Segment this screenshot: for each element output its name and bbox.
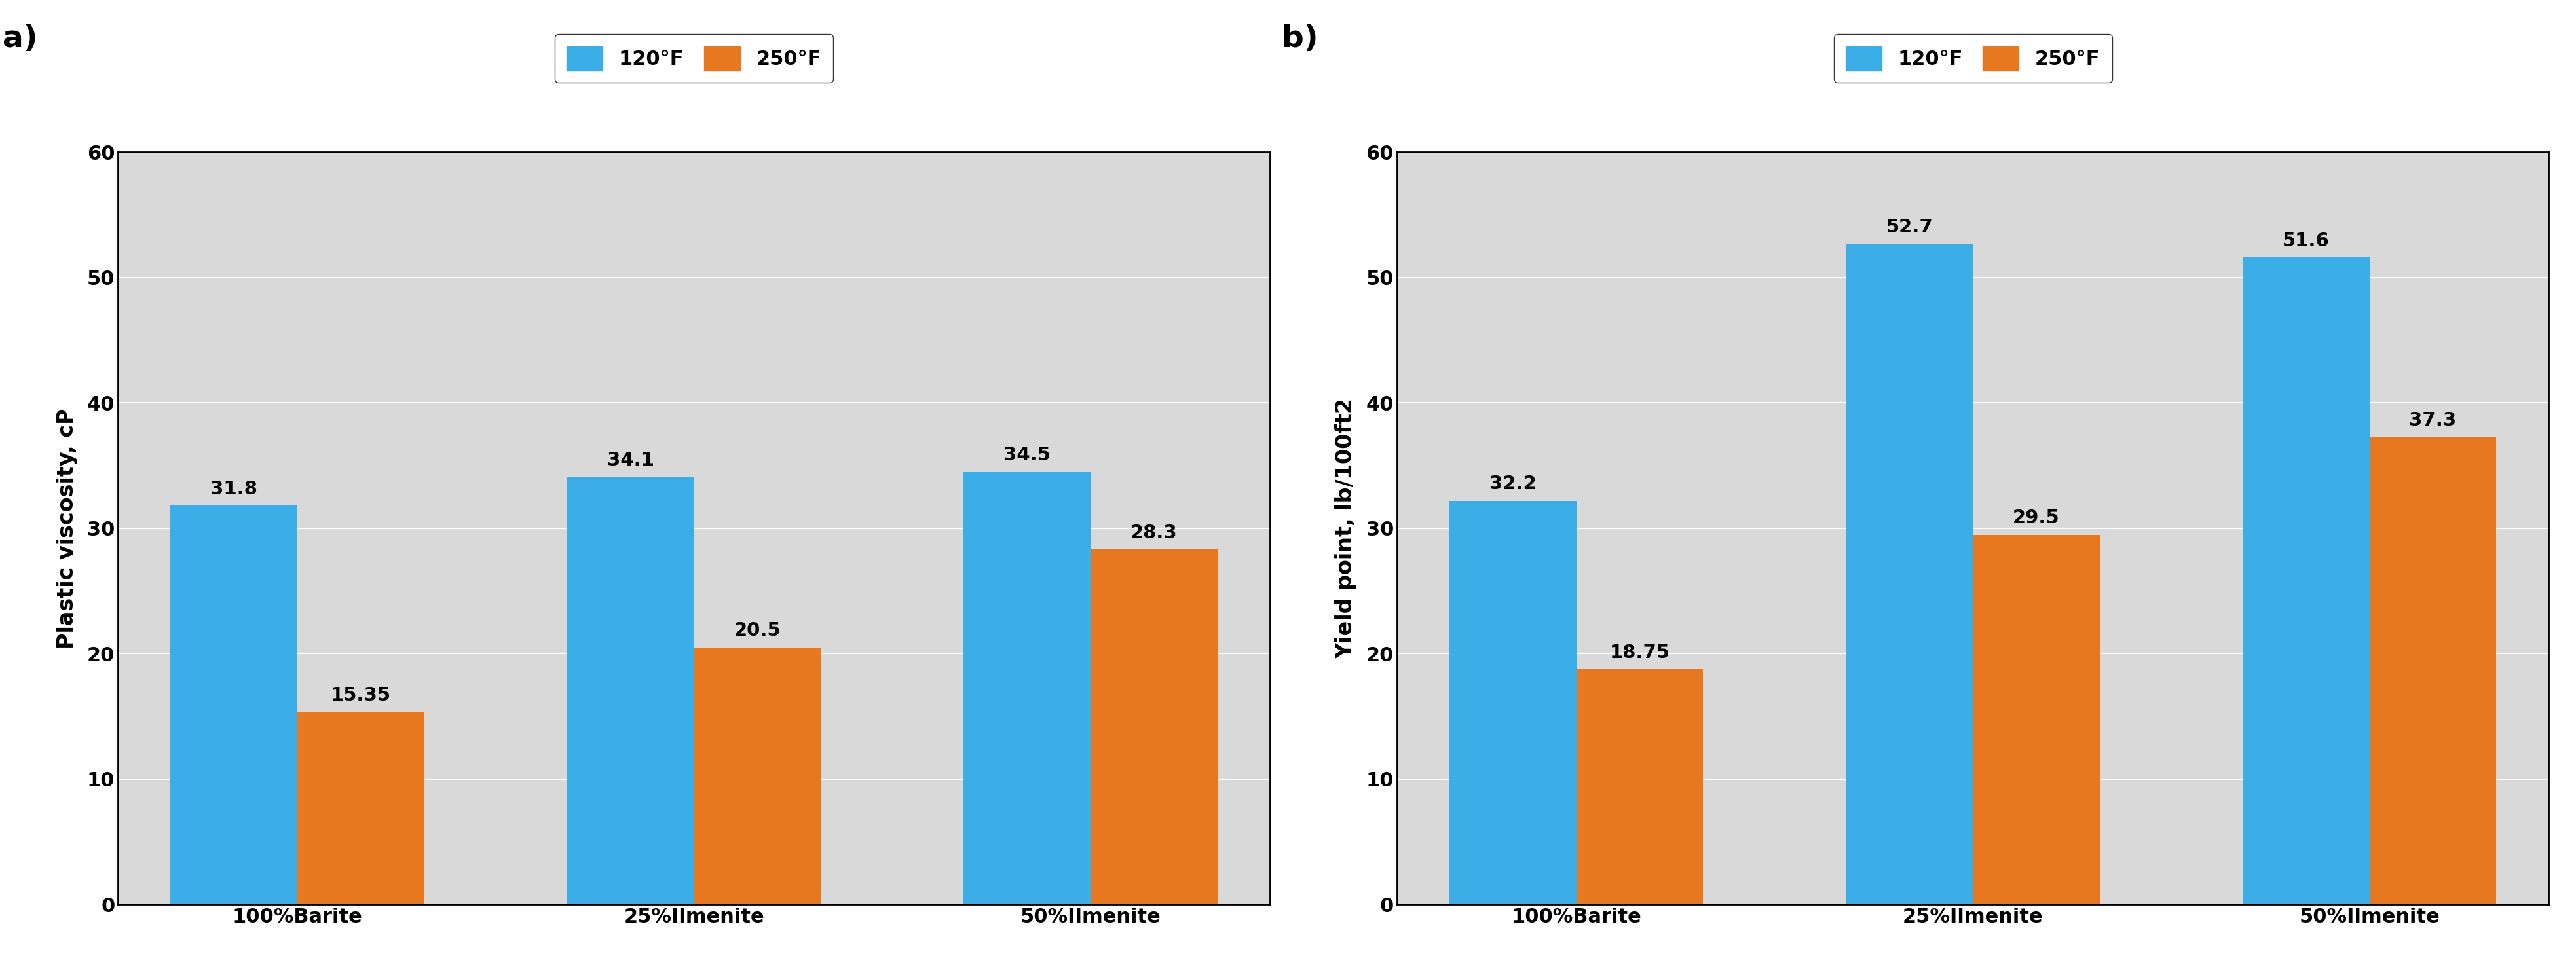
Y-axis label: Yield point, lb/100ft2: Yield point, lb/100ft2 <box>1334 398 1358 658</box>
Text: 51.6: 51.6 <box>2282 232 2329 250</box>
Text: 34.1: 34.1 <box>608 451 654 469</box>
Bar <box>567 477 693 904</box>
Bar <box>1577 670 1703 904</box>
Bar <box>2244 258 2370 904</box>
Text: 15.35: 15.35 <box>330 686 392 705</box>
Text: 18.75: 18.75 <box>1610 644 1669 662</box>
Bar <box>170 506 296 904</box>
Text: 32.2: 32.2 <box>1489 475 1535 493</box>
Text: 20.5: 20.5 <box>734 622 781 640</box>
Bar <box>693 648 822 904</box>
Bar <box>296 712 425 904</box>
Text: 29.5: 29.5 <box>2012 508 2061 528</box>
Text: 28.3: 28.3 <box>1131 524 1177 542</box>
Text: a): a) <box>3 24 39 53</box>
Bar <box>1090 550 1218 904</box>
Bar <box>1847 243 1973 904</box>
Text: 31.8: 31.8 <box>211 480 258 498</box>
Bar <box>963 472 1090 904</box>
Bar <box>1973 534 2099 904</box>
Legend: 120°F, 250°F: 120°F, 250°F <box>554 34 832 83</box>
Legend: 120°F, 250°F: 120°F, 250°F <box>1834 34 2112 83</box>
Bar <box>1450 501 1577 904</box>
Text: 34.5: 34.5 <box>1005 446 1051 465</box>
Text: b): b) <box>1283 24 1319 53</box>
Y-axis label: Plastic viscosity, cP: Plastic viscosity, cP <box>57 408 77 649</box>
Text: 52.7: 52.7 <box>1886 218 1932 237</box>
Bar <box>2370 437 2496 904</box>
Text: 37.3: 37.3 <box>2409 411 2458 429</box>
